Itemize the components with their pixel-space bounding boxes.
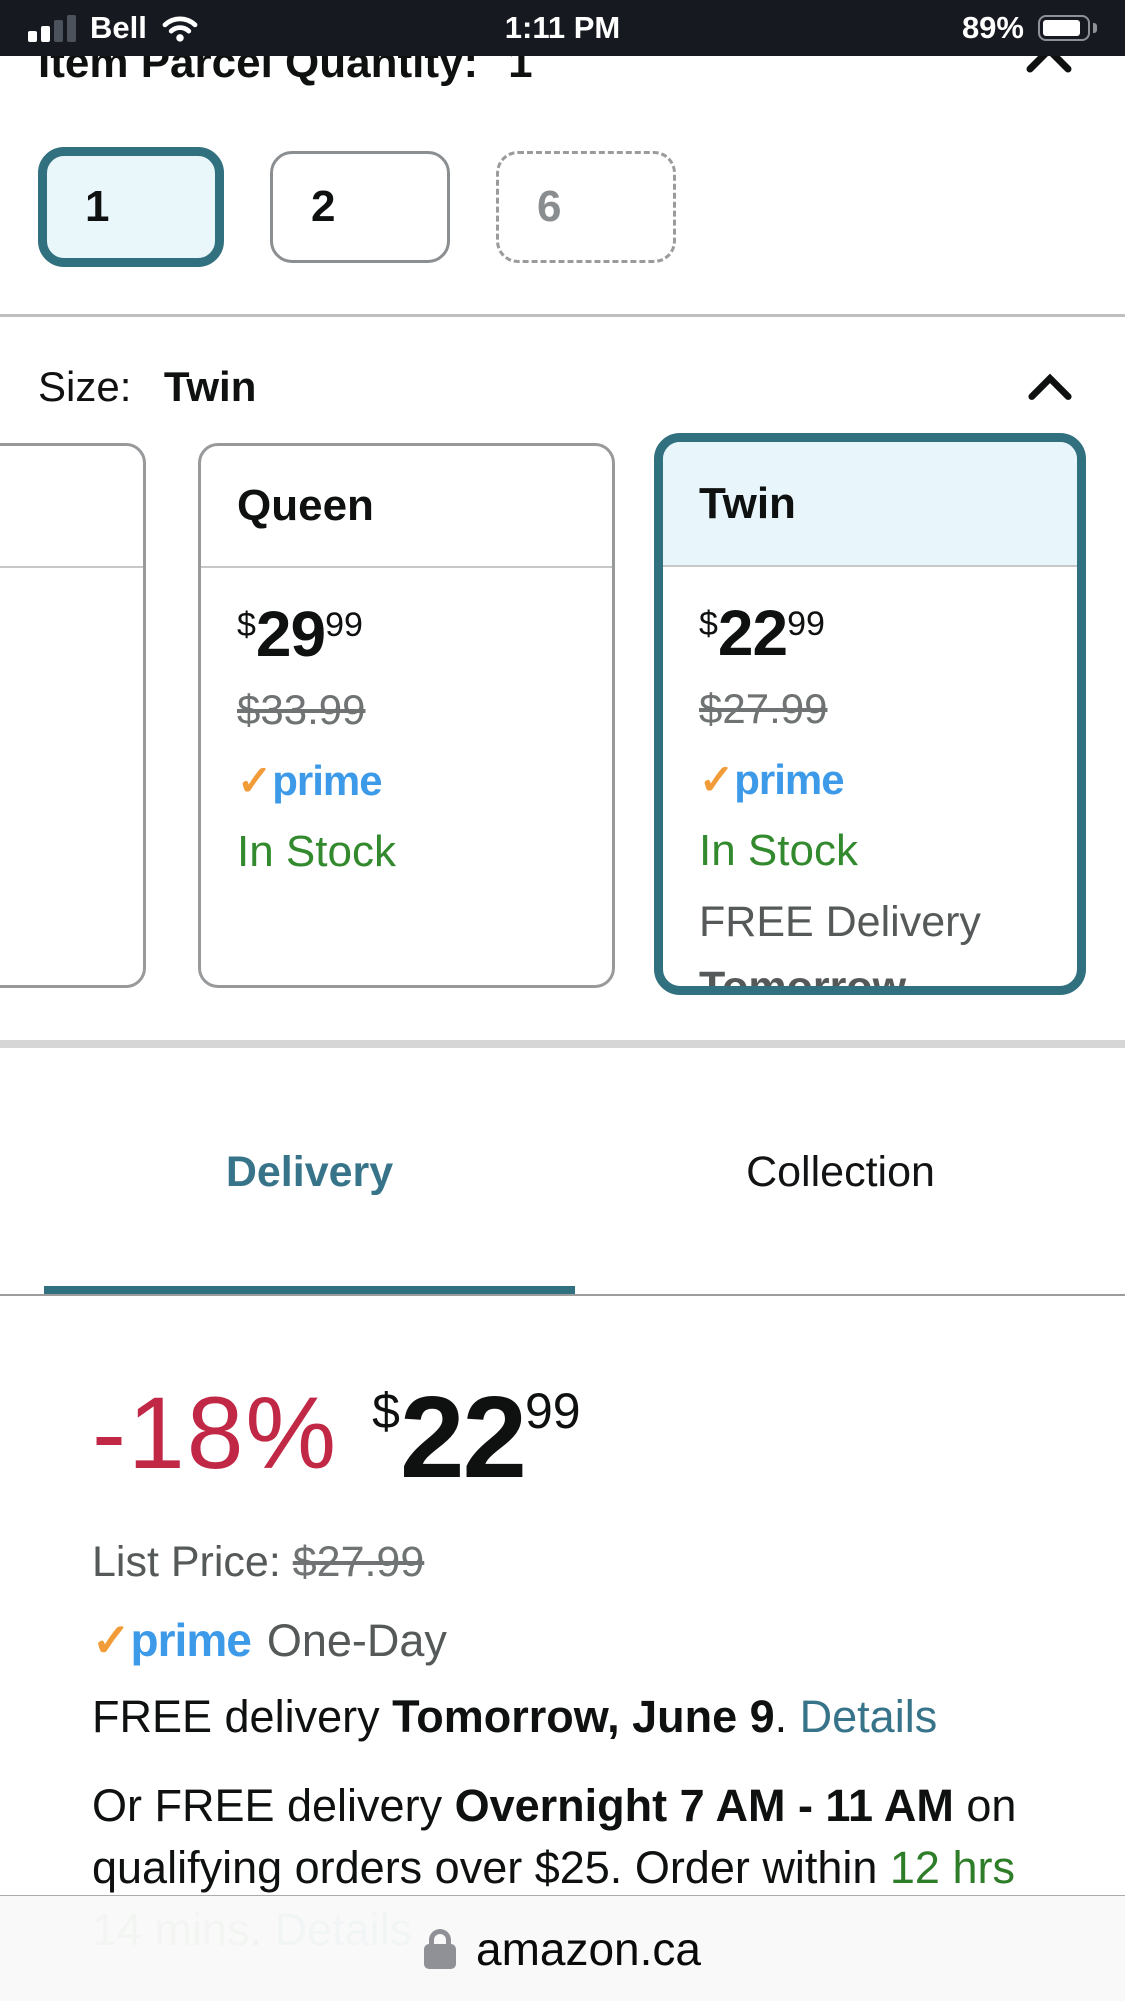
quantity-section-header[interactable]: Item Parcel Quantity: 1 <box>0 56 1125 102</box>
quantity-options: 1 2 6 <box>38 147 1125 267</box>
quantity-option-6[interactable]: 6 <box>496 151 676 263</box>
battery-icon <box>1037 15 1097 41</box>
prime-speed-label: One-Day <box>266 1615 447 1667</box>
queen-price: $29 99 <box>237 602 582 666</box>
quantity-heading-value: 1 <box>508 56 533 87</box>
prime-check-icon: ✓ <box>92 1614 131 1667</box>
prime-wordmark: prime <box>734 756 844 803</box>
status-bar: Bell 1:11 PM 89% <box>0 0 1125 56</box>
twin-delivery-when: Tomorrow <box>699 963 907 995</box>
deal-price-currency: $ <box>372 1383 400 1439</box>
carrier-label: Bell <box>90 10 147 45</box>
prime-badge: ✓prime <box>237 756 582 805</box>
delivery-details-link[interactable]: Details <box>799 1691 938 1743</box>
section-divider <box>0 314 1125 317</box>
free-delivery-prefix: FREE delivery <box>92 1691 393 1743</box>
tab-delivery-active[interactable]: Delivery <box>225 1148 394 1196</box>
lock-icon <box>423 1928 456 1969</box>
prime-speed-row: ✓prime One-Day <box>92 1613 1033 1667</box>
twin-delivery-line: FREE Delivery <box>699 898 981 946</box>
fulfillment-tabs: Delivery Collection <box>0 1048 1125 1296</box>
deal-price: $22 99 <box>372 1372 581 1502</box>
twin-availability: In Stock <box>699 826 858 875</box>
prime-wordmark: prime <box>130 1614 252 1667</box>
size-label: Size: <box>38 363 132 410</box>
size-card-queen[interactable]: Queen $29 99 $33.99 ✓prime In Stock <box>198 443 615 988</box>
size-card-partial-header <box>0 446 143 568</box>
overnight-prefix: Or FREE delivery <box>92 1780 455 1832</box>
list-price-label: List Price: <box>92 1538 281 1587</box>
quantity-option-2[interactable]: 2 <box>270 151 450 263</box>
twin-price-currency: $ <box>699 605 718 643</box>
queen-price-whole: 29 <box>255 598 326 670</box>
twin-price: $22 99 <box>699 601 1047 665</box>
overnight-condition: on qualifying orders over $25. Order wit… <box>92 1780 1017 1894</box>
deal-price-cents: 99 <box>524 1383 581 1439</box>
twin-price-cents: 99 <box>787 605 825 643</box>
offer-section: -18% $22 99 List Price: $27.99 ✓prime One… <box>0 1372 1125 1961</box>
prime-badge: ✓prime <box>92 1613 252 1667</box>
size-card-partial[interactable] <box>0 443 146 988</box>
size-section-header[interactable]: Size: Twin <box>0 363 1125 411</box>
quantity-option-1[interactable]: 1 <box>38 147 224 267</box>
wifi-icon <box>162 16 198 42</box>
battery-percent: 89% <box>961 10 1024 45</box>
browser-address-bar[interactable]: amazon.ca <box>0 1895 1125 2001</box>
cellular-signal-icon <box>28 14 76 42</box>
overnight-window: Overnight 7 AM - 11 AM <box>454 1780 954 1832</box>
discount-percent: -18% <box>92 1376 339 1490</box>
quantity-option-6-label: 6 <box>537 182 562 231</box>
prime-wordmark: prime <box>272 757 382 804</box>
collapse-chevron-icon[interactable] <box>1025 56 1073 74</box>
quantity-option-1-label: 1 <box>85 182 110 231</box>
tab-collection[interactable]: Collection <box>746 1148 935 1196</box>
queen-price-cents: 99 <box>325 606 363 644</box>
free-delivery-date: Tomorrow, June 9 <box>392 1691 775 1743</box>
quantity-option-2-label: 2 <box>311 182 336 231</box>
free-delivery-row: FREE delivery Tomorrow, June 9. Details <box>92 1691 938 1743</box>
size-card-twin-title: Twin <box>663 442 1077 567</box>
tab-bar-hairline <box>0 1294 1125 1296</box>
twin-price-whole: 22 <box>717 597 788 669</box>
collapse-chevron-icon[interactable] <box>1027 372 1073 402</box>
size-selected-value: Twin <box>163 363 257 410</box>
browser-url[interactable]: amazon.ca <box>475 1922 701 1975</box>
list-price-row: List Price: $27.99 <box>92 1538 1033 1587</box>
quantity-heading-label: Item Parcel Quantity: <box>38 56 479 87</box>
twin-list-price: $27.99 <box>699 685 828 732</box>
prime-badge: ✓prime <box>699 755 1047 804</box>
queen-price-currency: $ <box>237 606 256 644</box>
list-price-value: $27.99 <box>292 1538 425 1587</box>
size-card-queen-title: Queen <box>201 446 612 568</box>
prime-check-icon: ✓ <box>699 756 735 803</box>
clock: 1:11 PM <box>504 10 621 45</box>
size-card-carousel: Queen $29 99 $33.99 ✓prime In Stock Twin … <box>0 433 1125 995</box>
queen-list-price: $33.99 <box>237 686 366 733</box>
queen-availability: In Stock <box>237 827 396 876</box>
active-tab-underline <box>44 1286 575 1294</box>
deal-price-whole: 22 <box>399 1372 527 1502</box>
prime-check-icon: ✓ <box>237 757 273 804</box>
size-card-twin-selected[interactable]: Twin $22 99 $27.99 ✓prime In Stock FREE D… <box>654 433 1086 995</box>
section-divider-band <box>0 1040 1125 1048</box>
